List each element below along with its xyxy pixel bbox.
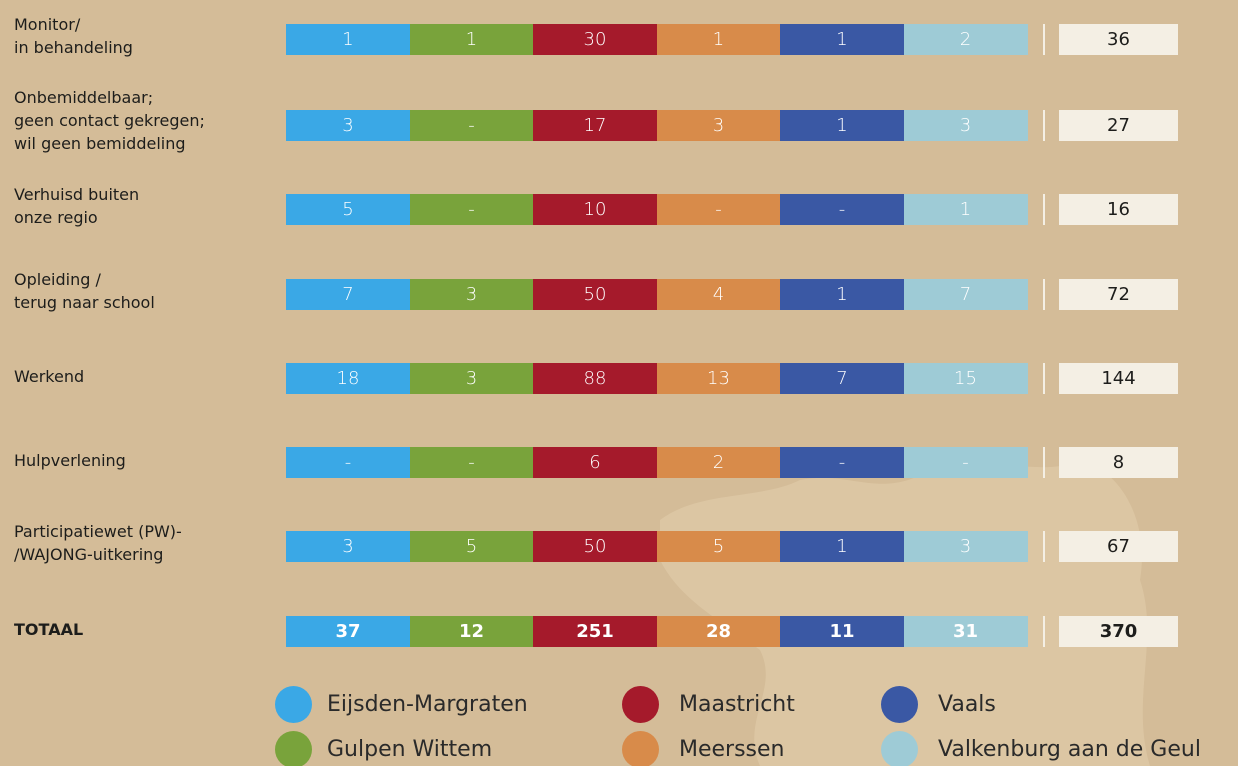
cell: 1 — [903, 194, 1028, 225]
separator — [1043, 363, 1045, 394]
cell: 2 — [656, 447, 781, 478]
cell: 37 — [286, 616, 410, 647]
legend-swatch — [275, 731, 312, 766]
legend-swatch — [881, 731, 918, 766]
legend-label: Gulpen Wittem — [327, 737, 493, 762]
cell: 28 — [656, 616, 781, 647]
separator — [1043, 279, 1045, 310]
cell: - — [409, 194, 534, 225]
row-label: Verhuisd buiten — [14, 185, 140, 204]
legend-label: Valkenburg aan de Geul — [938, 737, 1201, 762]
row-label: geen contact gekregen; — [14, 111, 205, 130]
cell: 7 — [903, 279, 1028, 310]
cell: 3 — [409, 363, 534, 394]
legend-swatch — [275, 686, 312, 723]
cell: 2 — [903, 24, 1028, 55]
row-total: 67 — [1059, 531, 1178, 562]
cell: 1 — [780, 279, 904, 310]
cell: - — [656, 194, 781, 225]
separator — [1043, 531, 1045, 562]
cell: 31 — [903, 616, 1028, 647]
row-label: Monitor/ — [14, 15, 81, 34]
separator — [1043, 24, 1045, 55]
row-label: TOTAAL — [14, 620, 84, 639]
row-total: 72 — [1059, 279, 1178, 310]
cell: - — [286, 447, 410, 478]
cell: - — [780, 194, 904, 225]
cell: 11 — [780, 616, 904, 647]
row-label: onze regio — [14, 208, 98, 227]
separator — [1043, 110, 1045, 141]
cell: 251 — [533, 616, 657, 647]
row-label: in behandeling — [14, 38, 133, 57]
cell: 10 — [533, 194, 657, 225]
cell: 1 — [780, 110, 904, 141]
separator — [1043, 194, 1045, 225]
cell: 1 — [780, 24, 904, 55]
row-total: 8 — [1059, 447, 1178, 478]
row-label: Participatiewet (PW)- — [14, 522, 182, 541]
cell: 50 — [533, 279, 657, 310]
row-total: 370 — [1059, 616, 1178, 647]
cell: 5 — [286, 194, 410, 225]
cell: 3 — [409, 279, 534, 310]
row-label: Onbemiddelbaar; — [14, 88, 154, 107]
cell: 4 — [656, 279, 781, 310]
cell: 1 — [409, 24, 534, 55]
row-label: terug naar school — [14, 293, 155, 312]
cell: 3 — [286, 531, 410, 562]
legend-label: Meerssen — [679, 737, 785, 762]
legend-swatch — [622, 731, 659, 766]
row-total: 36 — [1059, 24, 1178, 55]
row-total: 16 — [1059, 194, 1178, 225]
row-label: Hulpverlening — [14, 451, 126, 470]
cell: 15 — [903, 363, 1028, 394]
cell: 50 — [533, 531, 657, 562]
cell: 3 — [286, 110, 410, 141]
legend-swatch — [622, 686, 659, 723]
cell: 3 — [903, 531, 1028, 562]
row-total: 27 — [1059, 110, 1178, 141]
cell: 12 — [409, 616, 534, 647]
cell: 1 — [286, 24, 410, 55]
cell: - — [780, 447, 904, 478]
legend-label: Eijsden-Margraten — [327, 692, 528, 717]
cell: 3 — [656, 110, 781, 141]
cell: 5 — [656, 531, 781, 562]
separator — [1043, 447, 1045, 478]
row-label: wil geen bemiddeling — [14, 134, 186, 153]
cell: 13 — [656, 363, 781, 394]
cell: 30 — [533, 24, 657, 55]
cell: - — [409, 110, 534, 141]
row-label: Werkend — [14, 367, 85, 386]
cell: 3 — [903, 110, 1028, 141]
cell: 17 — [533, 110, 657, 141]
separator — [1043, 616, 1045, 647]
cell: 88 — [533, 363, 657, 394]
cell: 18 — [286, 363, 410, 394]
cell: 1 — [780, 531, 904, 562]
cell: 6 — [533, 447, 657, 478]
row-label: Opleiding / — [14, 270, 101, 289]
row-total: 144 — [1059, 363, 1178, 394]
cell: 5 — [409, 531, 534, 562]
legend-label: Maastricht — [679, 692, 795, 717]
cell: 7 — [780, 363, 904, 394]
legend-swatch — [881, 686, 918, 723]
cell: 7 — [286, 279, 410, 310]
cell: - — [409, 447, 534, 478]
row-label: /WAJONG-uitkering — [14, 545, 164, 564]
cell: 1 — [656, 24, 781, 55]
cell: - — [903, 447, 1028, 478]
legend-label: Vaals — [938, 692, 996, 717]
